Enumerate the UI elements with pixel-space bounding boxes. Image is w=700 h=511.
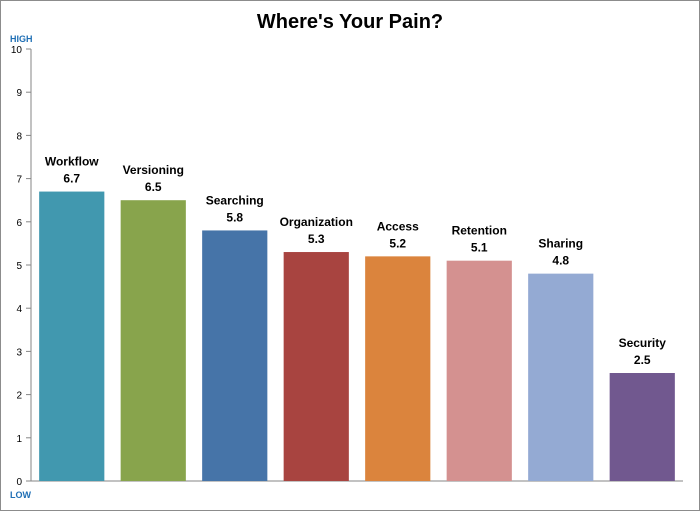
bar: [202, 230, 268, 481]
y-tick-label: 0: [16, 477, 22, 488]
bar-value-label: 2.5: [634, 353, 651, 367]
chart-title: Where's Your Pain?: [256, 11, 444, 33]
y-tick-label: 2: [16, 391, 22, 402]
y-tick-label: 10: [11, 45, 23, 56]
bar: [39, 191, 105, 481]
bar-category-label: Versioning: [123, 163, 184, 177]
bar-category-label: Security: [619, 336, 667, 350]
y-tick-label: 4: [16, 304, 22, 315]
y-tick-label: 1: [16, 434, 22, 445]
bar: [365, 256, 431, 481]
bar-value-label: 5.1: [471, 241, 488, 255]
bar: [446, 260, 512, 481]
y-tick-label: 5: [16, 261, 22, 272]
y-tick-label: 3: [16, 347, 22, 358]
bar-category-label: Access: [377, 219, 419, 233]
bar-value-label: 5.8: [226, 210, 243, 224]
bar-value-label: 6.5: [145, 180, 162, 194]
y-tick-label: 6: [16, 218, 22, 229]
bar-category-label: Organization: [280, 215, 353, 229]
bar-category-label: Retention: [452, 224, 507, 238]
bar: [120, 200, 186, 481]
bar: [609, 373, 675, 481]
bar: [528, 273, 594, 481]
low-label: LOW: [10, 490, 31, 500]
bar-value-label: 4.8: [552, 254, 569, 268]
y-tick-label: 8: [16, 131, 22, 142]
bar-value-label: 6.7: [63, 172, 80, 186]
y-tick-label: 7: [16, 175, 22, 186]
bar-category-label: Searching: [206, 193, 264, 207]
bar: [283, 252, 349, 481]
high-label: HIGH: [10, 34, 33, 44]
y-tick-label: 9: [16, 88, 22, 99]
bar-category-label: Sharing: [538, 237, 583, 251]
bar-category-label: Workflow: [45, 155, 99, 169]
bar-value-label: 5.3: [308, 232, 325, 246]
bar-value-label: 5.2: [389, 236, 406, 250]
